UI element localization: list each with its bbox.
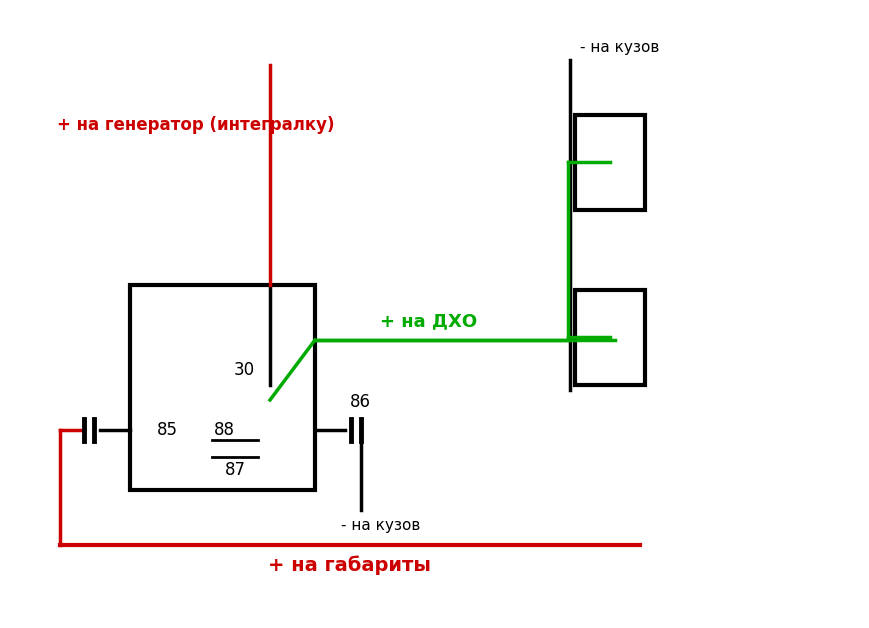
Text: + на габариты: + на габариты	[269, 555, 431, 575]
Text: + на генератор (интегралку): + на генератор (интегралку)	[57, 116, 334, 134]
Text: - на кузов: - на кузов	[580, 40, 659, 55]
Text: + на ДХО: + на ДХО	[380, 312, 476, 330]
Text: - на кузов: - на кузов	[341, 518, 420, 533]
Bar	[129, 285, 315, 490]
Bar	[574, 115, 644, 210]
Bar	[574, 290, 644, 385]
Text: 30: 30	[234, 361, 255, 379]
Text: 87: 87	[224, 461, 245, 479]
Text: 85: 85	[156, 421, 178, 439]
Text: 88: 88	[214, 421, 235, 439]
Text: 86: 86	[349, 393, 370, 411]
